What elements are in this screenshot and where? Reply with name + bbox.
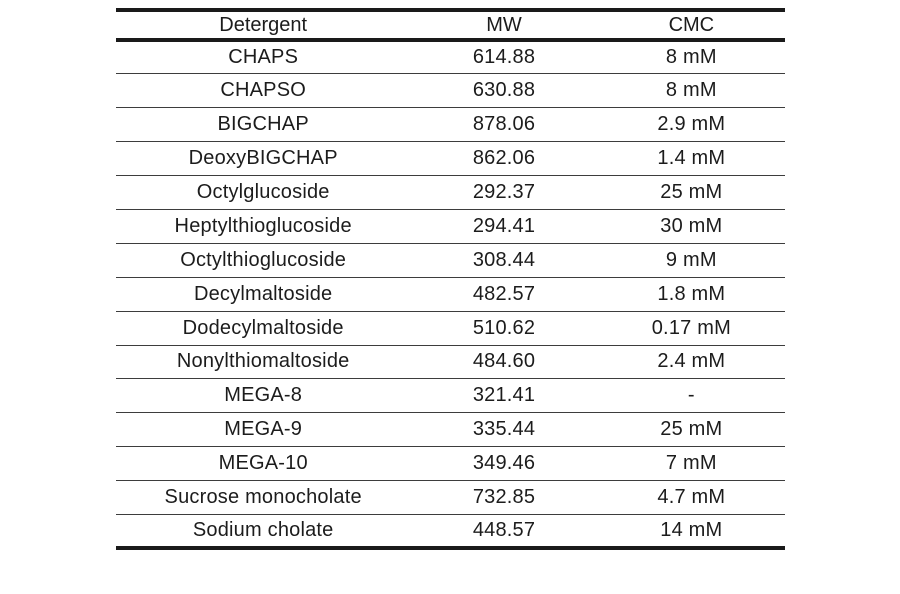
table-row: Sucrose monocholate 732.85 4.7 mM — [116, 480, 785, 515]
cell-cmc: 25 mM — [597, 175, 785, 210]
cell-mw: 349.46 — [410, 446, 598, 482]
cell-mw: 294.41 — [410, 209, 598, 244]
cell-mw: 335.44 — [410, 412, 598, 448]
column-header-detergent: Detergent — [116, 10, 411, 42]
cell-mw: 510.62 — [410, 311, 598, 346]
cell-cmc: 9 mM — [597, 243, 785, 278]
cell-cmc: 2.4 mM — [597, 345, 785, 380]
cell-detergent: Octylthioglucoside — [116, 243, 411, 278]
cell-mw: 878.06 — [410, 107, 598, 143]
cell-cmc: - — [597, 378, 785, 414]
cell-mw: 482.57 — [410, 277, 598, 312]
table-row: CHAPSO 630.88 8 mM — [116, 73, 785, 109]
table-row: Nonylthiomaltoside 484.60 2.4 mM — [116, 345, 785, 380]
cell-detergent: Sodium cholate — [192, 519, 334, 542]
table-row: Sodium cholate 448.57 14 mM — [116, 514, 785, 548]
cell-detergent: Sucrose monocholate — [116, 480, 411, 515]
column-header-cmc: CMC — [597, 10, 785, 42]
cell-detergent: BIGCHAP — [116, 107, 411, 143]
cell-detergent: Dodecylmaltoside — [116, 311, 411, 346]
cell-detergent: MEGA-8 — [116, 378, 411, 414]
detergent-table: Detergent MW CMC CHAPS 614.88 8 mM CHAPSO 63… — [116, 8, 785, 551]
table-row: DeoxyBIGCHAP 862.06 1.4 mM — [116, 141, 785, 177]
cell-mw: 292.37 — [410, 175, 598, 210]
cell-detergent: MEGA-10 — [116, 446, 411, 482]
cell-mw: 448.57 — [472, 519, 536, 542]
cell-detergent: Heptylthioglucoside — [116, 209, 411, 244]
cell-mw: 862.06 — [410, 141, 598, 177]
cell-mw: 732.85 — [410, 480, 598, 515]
table-row: Octylthioglucoside 308.44 9 mM — [116, 243, 785, 278]
table-row: MEGA-10 349.46 7 mM — [116, 446, 785, 482]
cell-cmc: 8 mM — [597, 40, 785, 75]
cell-cmc: 2.9 mM — [597, 107, 785, 143]
table-row: Octylglucoside 292.37 25 mM — [116, 175, 785, 210]
cell-mw: 630.88 — [410, 73, 598, 109]
cell-mw: 308.44 — [410, 243, 598, 278]
cell-cmc: 8 mM — [597, 73, 785, 109]
table-row: CHAPS 614.88 8 mM — [116, 40, 785, 75]
cell-cmc: 0.17 mM — [597, 311, 785, 346]
cell-mw: 321.41 — [410, 378, 598, 414]
header-row: Detergent MW CMC — [116, 10, 785, 42]
table-row: Decylmaltoside 482.57 1.8 mM — [116, 277, 785, 312]
cell-detergent: MEGA-9 — [116, 412, 411, 448]
cell-detergent: CHAPS — [116, 40, 411, 75]
cell-cmc: 7 mM — [597, 446, 785, 482]
cell-cmc: 14 mM — [660, 519, 723, 542]
cell-detergent: DeoxyBIGCHAP — [116, 141, 411, 177]
cell-detergent: Nonylthiomaltoside — [116, 345, 411, 380]
table-row: MEGA-8 321.41- — [116, 378, 785, 414]
cell-detergent: Octylglucoside — [116, 175, 411, 210]
cell-cmc: 1.8 mM — [597, 277, 785, 312]
cell-detergent: CHAPSO — [116, 73, 411, 109]
cell-cmc: 25 mM — [597, 412, 785, 448]
cell-mw: 614.88 — [410, 40, 598, 75]
cell-cmc: 1.4 mM — [597, 141, 785, 177]
table-row: Dodecylmaltoside 510.62 0.17 mM — [116, 311, 785, 346]
table-row: MEGA-9 335.44 25 mM — [116, 412, 785, 448]
column-header-mw: MW — [410, 10, 598, 42]
cell-mw: 484.60 — [410, 345, 598, 380]
cell-cmc: 30 mM — [597, 209, 785, 244]
cell-cmc: 4.7 mM — [597, 480, 785, 515]
table-row: Heptylthioglucoside 294.41 30 mM — [116, 209, 785, 244]
table-row: BIGCHAP 878.06 2.9 mM — [116, 107, 785, 143]
cell-detergent: Decylmaltoside — [116, 277, 411, 312]
